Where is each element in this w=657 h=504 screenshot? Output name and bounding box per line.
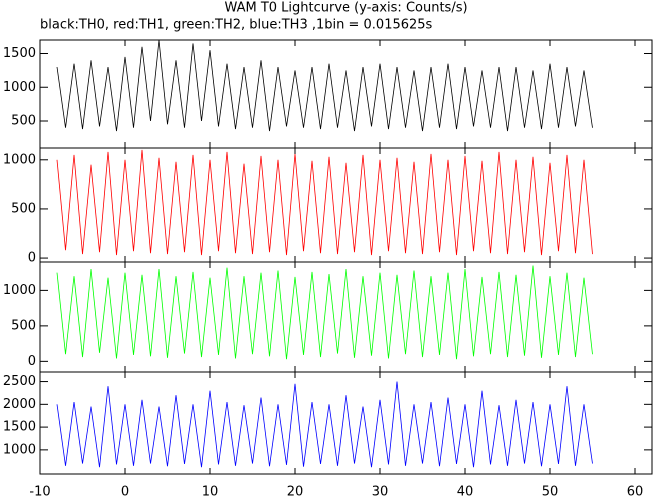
y-tick-label: 1500 — [3, 46, 36, 61]
panel-frame — [39, 371, 653, 475]
x-tick-label: 40 — [457, 485, 474, 500]
y-tick-label: 1000 — [3, 80, 36, 95]
y-tick-label: 500 — [11, 114, 36, 129]
lightcurve — [56, 39, 593, 132]
y-tick-label: 0 — [28, 354, 36, 369]
x-tick-label: 10 — [202, 485, 219, 500]
x-tick-label: 60 — [627, 485, 644, 500]
chart-subtitle: black:TH0, red:TH1, green:TH2, blue:TH3 … — [40, 18, 433, 33]
lightcurve — [56, 381, 593, 468]
y-tick-label: 2000 — [3, 397, 36, 412]
x-tick-label: 50 — [542, 485, 559, 500]
y-tick-label: 2500 — [3, 374, 36, 389]
panel-frame — [39, 261, 653, 373]
lightcurve — [56, 149, 593, 256]
y-tick-label: 1000 — [3, 152, 36, 167]
y-tick-label: 1000 — [3, 442, 36, 457]
y-tick-label: 1000 — [3, 283, 36, 298]
panel-frame — [39, 39, 653, 149]
lightcurve — [56, 265, 593, 360]
y-tick-label: 500 — [11, 318, 36, 333]
x-tick-label: 0 — [121, 485, 129, 500]
y-tick-label: 1500 — [3, 420, 36, 435]
y-tick-label: 500 — [11, 201, 36, 216]
x-tick-label: 20 — [287, 485, 304, 500]
y-tick-label: 0 — [28, 251, 36, 266]
chart-title: WAM T0 Lightcurve (y-axis: Counts/s) — [224, 1, 467, 16]
x-tick-label: 30 — [372, 485, 389, 500]
x-tick-label: -10 — [29, 485, 50, 500]
